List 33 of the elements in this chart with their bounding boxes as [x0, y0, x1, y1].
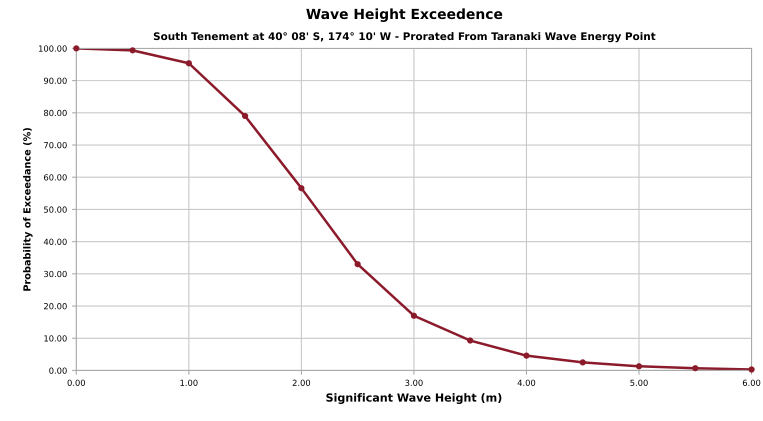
- x-tick-label: 0.00: [68, 380, 86, 386]
- point: [410, 312, 418, 319]
- y-tick-label: 80.00: [44, 110, 67, 116]
- y-tick-label: 60.00: [44, 174, 67, 181]
- point: [242, 112, 248, 120]
- x-tick-label: 1.00: [180, 380, 198, 386]
- y-axis-title: Probability of Exceedance (%): [23, 128, 33, 291]
- x-tick-label: 5.00: [630, 380, 648, 386]
- y-tick-label: 50.00: [44, 206, 67, 213]
- point: [354, 261, 361, 268]
- y-tick-label: 30.00: [44, 270, 67, 278]
- y-tick-label: 0.00: [49, 367, 67, 374]
- point: [580, 359, 586, 366]
- x-tick-label: 6.00: [742, 380, 760, 386]
- y-tick-label: 100.00: [39, 45, 67, 52]
- point: [636, 363, 642, 370]
- y-tick-label: 40.00: [44, 238, 67, 245]
- y-tick-label: 20.00: [44, 303, 67, 310]
- x-tick-label: 2.00: [292, 380, 310, 386]
- y-tick-label: 70.00: [44, 142, 67, 148]
- x-axis-title: Significant Wave Height (m): [326, 393, 502, 404]
- y-tick-label: 90.00: [44, 78, 67, 84]
- point: [298, 185, 305, 192]
- point: [186, 60, 192, 66]
- x-tick-label: 3.00: [405, 380, 423, 386]
- y-tick-label: 10.00: [44, 335, 67, 342]
- x-tick-label: 4.00: [518, 380, 536, 386]
- point: [467, 337, 474, 344]
- chart-title: Wave Height Exceedence: [306, 8, 502, 22]
- point: [523, 352, 530, 359]
- point: [692, 365, 698, 372]
- point: [129, 47, 136, 54]
- chart-subtitle: South Tenement at 40° 08' S, 174° 10' W - Prorated From Taranaki Wave Energy Point: [154, 32, 656, 42]
